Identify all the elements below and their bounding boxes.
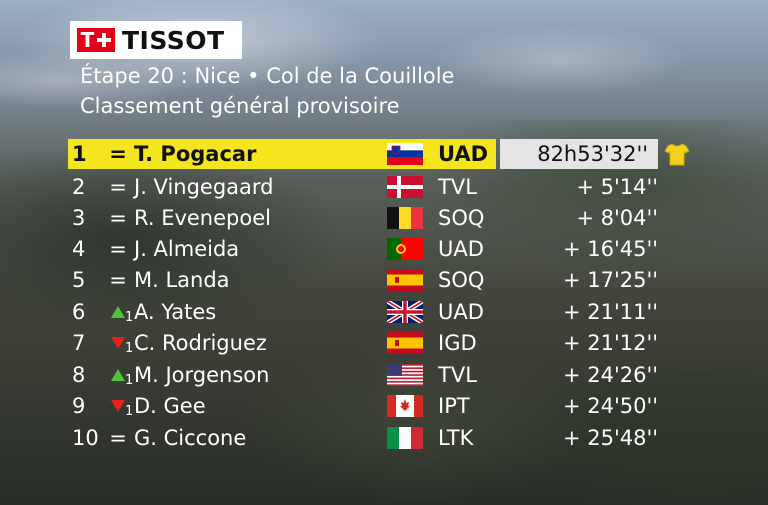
standings-row: 6 1 A. Yates UAD + 21'11'' <box>68 297 658 327</box>
rank: 4 <box>72 237 86 261</box>
rank: 2 <box>72 175 86 199</box>
team-code: UAD <box>438 142 489 166</box>
standings-row: 4 = J. Almeida UAD + 16'45'' <box>68 234 658 264</box>
position-unchanged: = <box>106 172 130 202</box>
team-code: SOQ <box>438 206 485 230</box>
tissot-logo: T TISSOT <box>70 21 242 59</box>
rank: 3 <box>72 206 86 230</box>
rider-name: C. Rodriguez <box>134 331 267 355</box>
flag-es-icon <box>387 332 423 354</box>
standings-row: 9 1 D. Gee IPT + 24'50'' <box>68 391 658 421</box>
team-code: LTK <box>438 426 474 450</box>
rank: 5 <box>72 268 86 292</box>
rider-name: D. Gee <box>134 394 206 418</box>
time-gap: + 24'50'' <box>562 394 658 418</box>
flag-ca-icon <box>387 395 423 417</box>
position-unchanged-label: = <box>109 268 127 292</box>
rank: 8 <box>72 363 86 387</box>
rider-name: R. Evenepoel <box>134 206 271 230</box>
position-change-count: 1 <box>125 341 134 356</box>
time-gap: + 8'04'' <box>576 206 658 230</box>
rank: 9 <box>72 394 86 418</box>
team-code: UAD <box>438 300 484 324</box>
rank: 1 <box>72 142 87 166</box>
flag-us-icon <box>387 364 423 386</box>
rider-name: M. Landa <box>134 268 230 292</box>
standings-row: 1 = T. Pogacar UAD 82h53'32'' <box>68 139 658 169</box>
flag-dk-icon <box>387 176 423 198</box>
position-unchanged: = <box>106 139 130 169</box>
rank: 6 <box>72 300 86 324</box>
position-up-icon: 1 <box>106 360 134 390</box>
rider-name: T. Pogacar <box>134 142 257 166</box>
team-code: IGD <box>438 331 477 355</box>
classification-title: Classement général provisoire <box>80 94 400 118</box>
standings-row: 10 = G. Ciccone LTK + 25'48'' <box>68 423 658 453</box>
position-change-count: 1 <box>125 373 134 388</box>
rank: 7 <box>72 331 86 355</box>
position-down-icon: 1 <box>106 391 134 421</box>
flag-it-icon <box>387 427 423 449</box>
time-gap: + 21'11'' <box>562 300 658 324</box>
flag-es-icon <box>387 269 423 291</box>
time-gap: + 16'45'' <box>562 237 658 261</box>
flag-gb-icon <box>387 301 423 323</box>
time-gap: + 17'25'' <box>562 268 658 292</box>
position-unchanged: = <box>106 423 130 453</box>
flag-be-icon <box>387 207 423 229</box>
leader-total-time: 82h53'32'' <box>537 142 648 166</box>
rider-name: G. Ciccone <box>134 426 247 450</box>
landscape-background <box>0 120 768 505</box>
standings-row: 7 1 C. Rodriguez IGD + 21'12'' <box>68 328 658 358</box>
standings-row: 8 1 M. Jorgenson TVL + 24'26'' <box>68 360 658 390</box>
stage-title: Étape 20 : Nice • Col de la Couillole <box>80 64 455 88</box>
rider-name: J. Vingegaard <box>134 175 274 199</box>
standings-row: 3 = R. Evenepoel SOQ + 8'04'' <box>68 203 658 233</box>
position-unchanged: = <box>106 265 130 295</box>
team-code: IPT <box>438 394 470 418</box>
rider-name: J. Almeida <box>134 237 240 261</box>
position-unchanged-label: = <box>109 237 127 261</box>
position-down-icon: 1 <box>106 328 134 358</box>
yellow-jersey-icon <box>664 143 690 166</box>
rider-name: A. Yates <box>134 300 217 324</box>
time-gap: + 25'48'' <box>562 426 658 450</box>
time-gap: + 5'14'' <box>576 175 658 199</box>
team-code: TVL <box>438 363 477 387</box>
leader-time-box <box>500 139 658 169</box>
position-change-count: 1 <box>125 310 134 325</box>
position-unchanged: = <box>106 234 130 264</box>
team-code: TVL <box>438 175 477 199</box>
standings-row: 2 = J. Vingegaard TVL + 5'14'' <box>68 172 658 202</box>
position-unchanged-label: = <box>109 142 127 166</box>
flag-pt-icon <box>387 238 423 260</box>
position-unchanged-label: = <box>109 426 127 450</box>
rider-name: M. Jorgenson <box>134 363 270 387</box>
team-code: SOQ <box>438 268 485 292</box>
rank: 10 <box>72 426 99 450</box>
position-unchanged-label: = <box>109 206 127 230</box>
position-up-icon: 1 <box>106 297 134 327</box>
team-code: UAD <box>438 237 484 261</box>
leader-highlight-bar <box>68 139 496 169</box>
position-unchanged: = <box>106 203 130 233</box>
position-change-count: 1 <box>125 404 134 419</box>
logo-wordmark: TISSOT <box>122 25 225 55</box>
standings-row: 5 = M. Landa SOQ + 17'25'' <box>68 265 658 295</box>
position-unchanged-label: = <box>109 175 127 199</box>
time-gap: + 24'26'' <box>562 363 658 387</box>
time-gap: + 21'12'' <box>562 331 658 355</box>
flag-si-icon <box>387 143 423 165</box>
tissot-cross-icon: T <box>77 28 115 52</box>
